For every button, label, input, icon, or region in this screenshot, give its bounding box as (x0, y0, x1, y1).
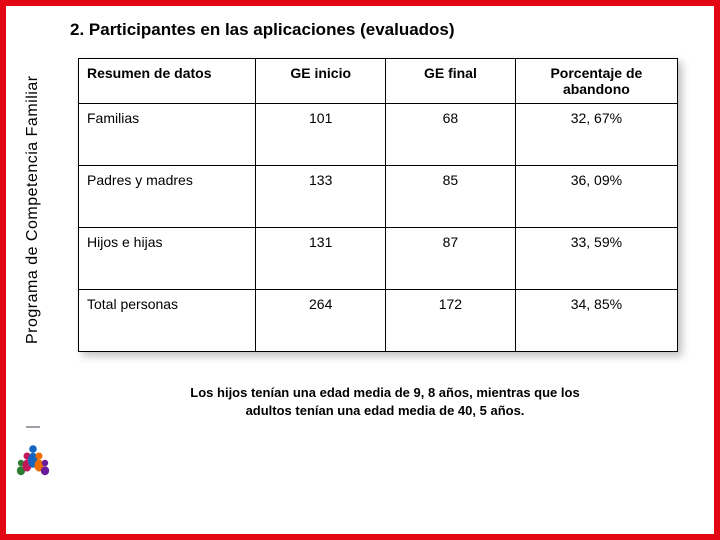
table-header-row: Resumen de datos GE inicio GE final Porc… (79, 59, 678, 104)
row-label: Familias (79, 104, 256, 166)
row-inicio: 131 (256, 228, 386, 290)
slide-title: 2. Participantes en las aplicaciones (ev… (70, 20, 700, 40)
row-inicio: 264 (256, 290, 386, 352)
table-row: Total personas26417234, 85% (79, 290, 678, 352)
col-header-inicio: GE inicio (256, 59, 386, 104)
table-row: Hijos e hijas1318733, 59% (79, 228, 678, 290)
row-final: 85 (386, 166, 516, 228)
row-inicio: 133 (256, 166, 386, 228)
col-header-pct: Porcentaje de abandono (515, 59, 677, 104)
row-final: 68 (386, 104, 516, 166)
col-header-resumen: Resumen de datos (79, 59, 256, 104)
row-label: Padres y madres (79, 166, 256, 228)
row-pct: 32, 67% (515, 104, 677, 166)
participants-table: Resumen de datos GE inicio GE final Porc… (78, 58, 678, 352)
row-pct: 34, 85% (515, 290, 677, 352)
sidebar-divider (26, 426, 40, 428)
table-row: Padres y madres1338536, 09% (79, 166, 678, 228)
footnote: Los hijos tenían una edad media de 9, 8 … (70, 384, 700, 419)
row-pct: 33, 59% (515, 228, 677, 290)
row-label: Hijos e hijas (79, 228, 256, 290)
col-header-final: GE final (386, 59, 516, 104)
sidebar-title: Programa de Competencia Familiar (24, 20, 42, 400)
row-pct: 36, 09% (515, 166, 677, 228)
slide-frame: Programa de Competencia Familiar 2. Part… (0, 0, 720, 540)
table-row: Familias1016832, 67% (79, 104, 678, 166)
footnote-line1: Los hijos tenían una edad media de 9, 8 … (190, 385, 579, 400)
footnote-line2: adultos tenían una edad media de 40, 5 a… (246, 403, 525, 418)
content-area: 2. Participantes en las aplicaciones (ev… (70, 20, 700, 419)
row-label: Total personas (79, 290, 256, 352)
row-final: 87 (386, 228, 516, 290)
people-group-icon (13, 442, 53, 482)
sidebar: Programa de Competencia Familiar (10, 12, 56, 502)
row-inicio: 101 (256, 104, 386, 166)
row-final: 172 (386, 290, 516, 352)
